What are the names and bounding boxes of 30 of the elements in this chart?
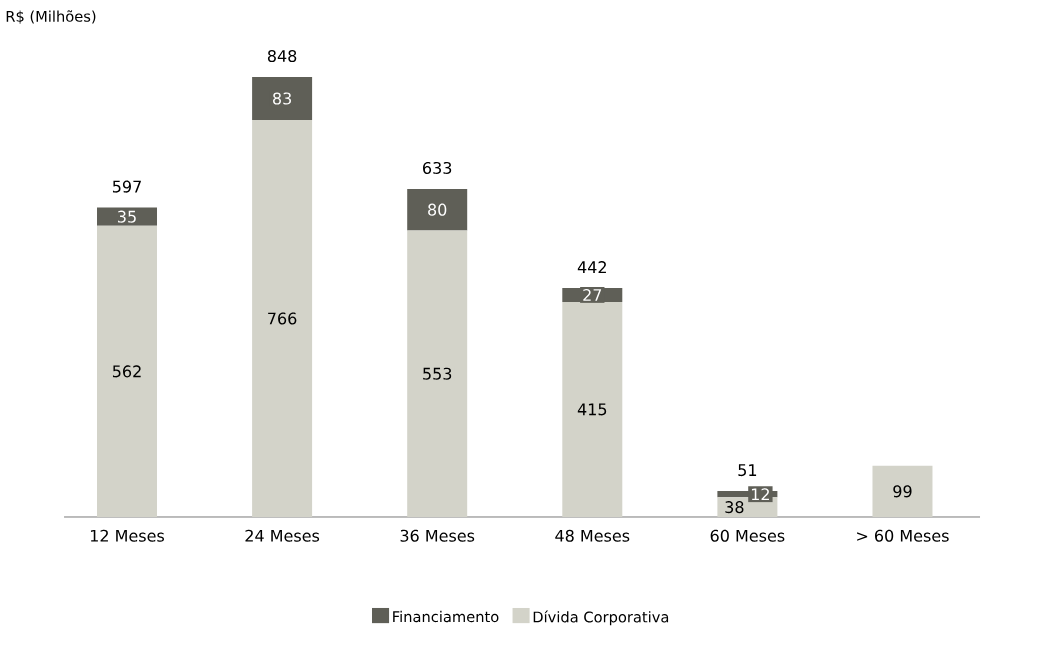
x-tick-label: 12 Meses — [90, 529, 164, 542]
bar — [407, 230, 468, 517]
data-label: 80 — [428, 203, 447, 216]
data-label: 415 — [577, 403, 607, 416]
total-label: 633 — [423, 161, 452, 175]
y-axis-title: R$ (Milhões) — [6, 10, 96, 24]
bar — [562, 301, 623, 517]
total-label: 442 — [577, 261, 606, 273]
data-label: 27 — [583, 288, 602, 301]
total-label: 848 — [267, 49, 297, 63]
data-label: 766 — [268, 312, 297, 325]
x-tick-label: 36 Meses — [400, 529, 475, 542]
data-label: 553 — [423, 367, 452, 380]
bar — [872, 465, 933, 517]
data-label: 35 — [118, 210, 136, 223]
data-label: 83 — [273, 92, 291, 105]
bar — [252, 120, 313, 517]
legend-label: Dívida Corporativa — [533, 610, 669, 626]
legend-label: Financiamento — [393, 610, 499, 623]
total-label: 597 — [112, 180, 141, 193]
bar — [97, 225, 158, 517]
data-label: 38 — [725, 501, 744, 514]
data-label: 99 — [893, 485, 912, 498]
x-tick-label: 60 Meses — [710, 529, 785, 542]
x-tick-label: > 60 Meses — [857, 529, 949, 542]
data-label: 12 — [751, 488, 769, 501]
data-label: 562 — [112, 365, 141, 378]
total-label: 51 — [738, 464, 757, 477]
x-tick-label: 24 Meses — [245, 529, 320, 542]
x-tick-label: 48 Meses — [555, 529, 630, 542]
